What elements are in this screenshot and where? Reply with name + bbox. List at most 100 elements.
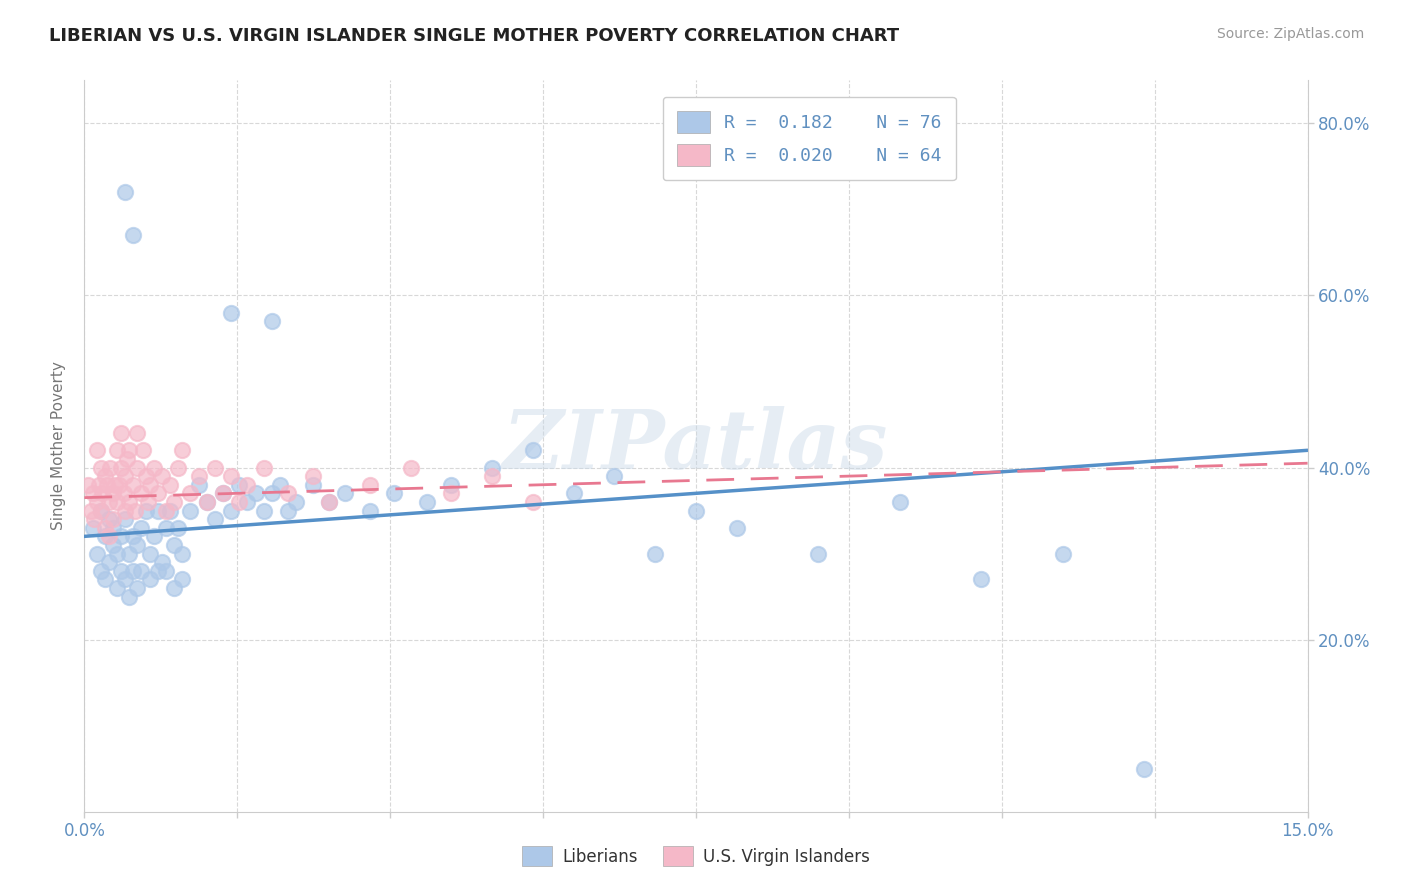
Point [142,529,165,543]
Point [236,477,259,491]
Legend: Liberians, U.S. Virgin Islanders: Liberians, U.S. Virgin Islanders [516,839,876,873]
Point [155,503,177,517]
Point [260,486,283,500]
Point [253,503,276,517]
Point [1052,547,1074,561]
Point [83,512,105,526]
Point [179,486,201,500]
Point [114,469,136,483]
Point [93,469,115,483]
Point [77,477,100,491]
Point [204,460,226,475]
Point [172,443,194,458]
Point [80,503,103,517]
Point [110,529,132,543]
Point [260,314,283,328]
Point [725,521,748,535]
Text: ZIPatlas: ZIPatlas [503,406,889,486]
Point [685,503,707,517]
Point [114,185,136,199]
Point [522,443,544,458]
Point [204,512,226,526]
Point [112,486,135,500]
Point [219,305,242,319]
Point [97,512,120,526]
Point [97,495,120,509]
Point [1133,762,1156,776]
Point [187,469,209,483]
Point [195,495,218,509]
Point [522,495,544,509]
Point [146,564,169,578]
Point [118,495,141,509]
Point [155,564,177,578]
Point [603,469,626,483]
Point [562,486,585,500]
Point [150,469,173,483]
Point [146,503,169,517]
Y-axis label: Single Mother Poverty: Single Mother Poverty [51,361,66,531]
Point [91,486,114,500]
Point [889,495,911,509]
Point [163,538,186,552]
Point [122,529,145,543]
Point [277,503,299,517]
Point [318,495,340,509]
Point [245,486,267,500]
Point [335,486,357,500]
Point [228,477,250,491]
Point [179,503,201,517]
Point [114,512,136,526]
Point [82,521,104,535]
Point [359,477,381,491]
Point [122,477,145,491]
Point [195,495,218,509]
Point [86,547,108,561]
Point [97,555,120,569]
Point [159,477,181,491]
Point [96,477,118,491]
Point [228,495,250,509]
Point [644,547,666,561]
Point [138,477,160,491]
Point [253,460,276,475]
Point [135,469,157,483]
Point [87,477,110,491]
Point [127,460,149,475]
Point [105,495,128,509]
Point [135,503,157,517]
Point [90,564,112,578]
Text: LIBERIAN VS U.S. VIRGIN ISLANDER SINGLE MOTHER POVERTY CORRELATION CHART: LIBERIAN VS U.S. VIRGIN ISLANDER SINGLE … [49,27,900,45]
Point [159,503,181,517]
Point [167,521,190,535]
Text: Source: ZipAtlas.com: Source: ZipAtlas.com [1216,27,1364,41]
Point [212,486,235,500]
Point [382,486,405,500]
Point [122,228,145,243]
Point [105,443,128,458]
Point [127,581,149,595]
Point [142,460,165,475]
Point [86,495,108,509]
Point [285,495,308,509]
Point [131,521,153,535]
Point [807,547,830,561]
Point [219,469,242,483]
Point [136,495,159,509]
Point [172,547,194,561]
Point [122,564,145,578]
Point [236,495,259,509]
Point [110,460,132,475]
Point [90,460,112,475]
Point [138,547,160,561]
Point [172,573,194,587]
Point [110,426,132,441]
Point [93,521,115,535]
Point [118,590,141,604]
Point [481,469,503,483]
Point [100,460,122,475]
Point [219,503,242,517]
Point [115,451,138,466]
Point [105,581,128,595]
Point [212,486,235,500]
